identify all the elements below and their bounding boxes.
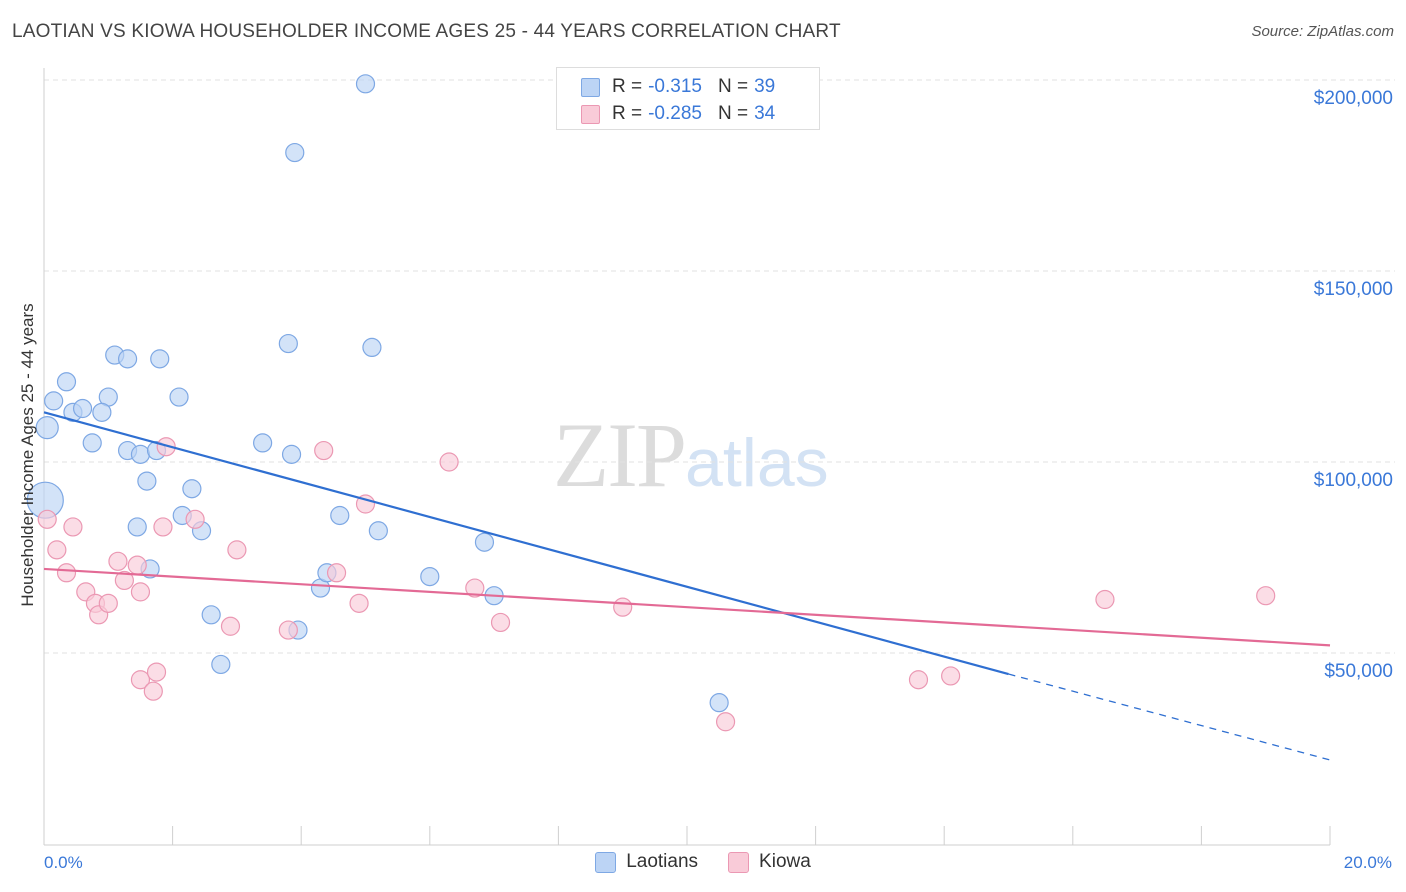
laotians-point xyxy=(355,74,376,94)
r-value-kiowa: -0.285 xyxy=(648,103,702,124)
legend-row-kiowa: R = -0.285 N = 34 xyxy=(581,102,775,126)
kiowa-point xyxy=(185,509,205,529)
kiowa-point xyxy=(98,593,118,613)
y-tick-label: $150,000 xyxy=(1314,279,1393,300)
laotians-point xyxy=(281,444,302,464)
laotians-point xyxy=(330,505,350,526)
kiowa-point xyxy=(156,437,176,457)
data-points xyxy=(26,74,1276,732)
legend-item-kiowa[interactable]: Kiowa xyxy=(728,851,811,873)
kiowa-point xyxy=(220,616,241,636)
kiowa-point xyxy=(227,540,247,560)
laotians-point xyxy=(285,142,305,163)
kiowa-point xyxy=(130,582,151,602)
laotians-point xyxy=(92,402,112,422)
laotians-point xyxy=(709,693,729,713)
kiowa-point xyxy=(490,612,511,633)
series-legend: Laotians Kiowa xyxy=(0,851,1406,873)
legend-label-laotians: Laotians xyxy=(626,851,699,872)
watermark-atlas: atlas xyxy=(685,425,829,501)
laotians-point xyxy=(35,416,59,440)
kiowa-point xyxy=(143,681,163,701)
kiowa-point xyxy=(314,440,334,461)
legend-row-laotians: R = -0.315 N = 39 xyxy=(581,75,775,99)
laotians-point xyxy=(253,433,273,453)
laotians-point xyxy=(368,521,388,541)
laotians-point xyxy=(44,391,64,411)
y-tick-label: $200,000 xyxy=(1314,88,1393,109)
laotians-swatch xyxy=(581,77,600,97)
kiowa-point xyxy=(47,540,67,560)
watermark: ZIPatlas xyxy=(553,402,829,508)
laotians-point xyxy=(211,654,231,675)
kiowa-point xyxy=(108,551,128,571)
x-tick-label-min: 0.0% xyxy=(44,853,83,872)
legend-label-kiowa: Kiowa xyxy=(759,851,811,872)
n-value-kiowa: 34 xyxy=(754,103,776,124)
grid-lines xyxy=(44,79,1395,654)
laotians-point xyxy=(72,398,93,419)
laotians-point xyxy=(150,349,170,369)
kiowa-point xyxy=(146,662,167,682)
laotians-point xyxy=(56,372,77,392)
kiowa-point xyxy=(56,563,77,583)
kiowa-point xyxy=(1256,586,1276,606)
kiowa-swatch xyxy=(581,104,600,124)
kiowa-trend-line xyxy=(43,567,1331,647)
kiowa-point xyxy=(613,597,633,617)
kiowa-point xyxy=(127,555,147,575)
kiowa-point xyxy=(114,570,134,591)
laotians-legend-swatch xyxy=(595,851,617,873)
kiowa-point xyxy=(1095,589,1115,610)
kiowa-legend-swatch xyxy=(728,851,750,873)
kiowa-point xyxy=(715,712,736,732)
kiowa-point xyxy=(326,563,347,583)
laotians-point xyxy=(137,471,157,491)
x-tick-label-max: 20.0% xyxy=(1343,853,1392,872)
kiowa-point xyxy=(439,452,459,472)
kiowa-point xyxy=(908,670,929,690)
laotians-point xyxy=(82,433,102,453)
kiowa-point xyxy=(63,517,83,537)
trend-lines xyxy=(43,411,1331,761)
r-value-laotians: -0.315 xyxy=(648,76,702,97)
kiowa-point xyxy=(153,517,173,537)
kiowa-point xyxy=(278,620,298,640)
r-label: R = xyxy=(612,76,643,97)
kiowa-point xyxy=(941,666,961,686)
kiowa-point xyxy=(37,509,57,529)
n-value-laotians: 39 xyxy=(754,76,776,97)
y-axis-label: Householder Income Ages 25 - 44 years xyxy=(18,303,37,607)
kiowa-point xyxy=(465,578,485,598)
laotians-point xyxy=(182,479,202,499)
source-credit: Source: ZipAtlas.com xyxy=(1251,23,1394,40)
kiowa-point xyxy=(349,593,369,613)
laotians-point xyxy=(362,337,382,357)
correlation-legend: R = -0.315 N = 39 R = -0.285 N = 34 xyxy=(556,67,820,130)
kiowa-point xyxy=(355,494,376,514)
laotians-point xyxy=(130,444,151,464)
y-tick-labels: $50,000 $100,000 $150,000 $200,000 xyxy=(1314,88,1393,682)
kiowa-point xyxy=(130,670,151,690)
n-label: N = xyxy=(717,76,749,97)
legend-item-laotians[interactable]: Laotians xyxy=(595,851,698,873)
y-tick-label: $50,000 xyxy=(1324,661,1393,682)
laotians-point xyxy=(201,605,221,625)
chart-title: LAOTIAN VS KIOWA HOUSEHOLDER INCOME AGES… xyxy=(12,21,841,42)
laotians-trend-line xyxy=(43,411,1009,676)
laotians-trend-extension xyxy=(1008,673,1331,761)
watermark-zip: ZIP xyxy=(553,404,687,506)
laotians-point xyxy=(474,532,495,552)
y-tick-label: $100,000 xyxy=(1314,470,1393,491)
n-label: N = xyxy=(717,103,749,124)
laotians-point xyxy=(169,387,189,407)
laotians-point xyxy=(127,517,147,537)
laotians-point xyxy=(420,566,440,587)
laotians-point xyxy=(278,333,298,354)
laotians-point xyxy=(117,349,138,369)
r-label: R = xyxy=(612,103,643,124)
axes xyxy=(43,68,1331,846)
